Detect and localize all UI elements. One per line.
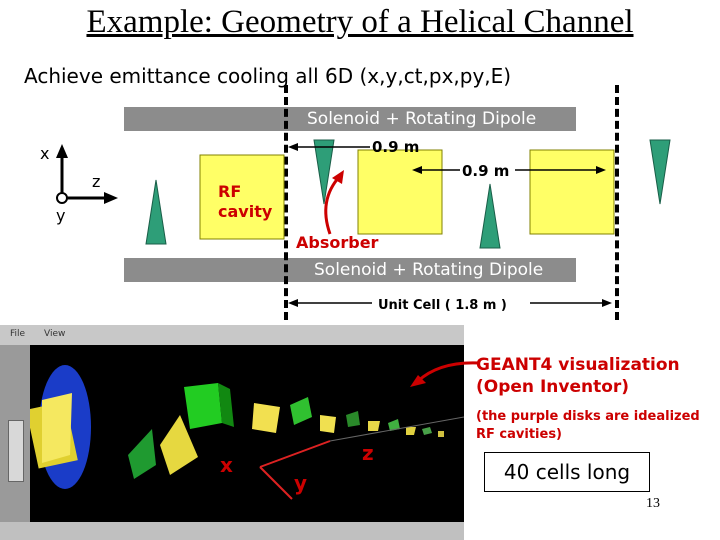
geant4-label: GEANT4 visualization (Open Inventor) xyxy=(476,355,680,397)
viewer-axis-z: z xyxy=(362,441,374,465)
viewer-zoom-slider[interactable] xyxy=(8,420,24,482)
solenoid-label-top: Solenoid + Rotating Dipole xyxy=(307,109,537,129)
axis-x-label: x xyxy=(40,144,50,163)
viewer-statusbar xyxy=(0,522,464,540)
absorber-triangle-1 xyxy=(145,179,167,245)
absorber-pointer-arrow xyxy=(324,174,342,235)
purple-disk-note: (the purple disks are idealized RF cavit… xyxy=(476,409,700,442)
absorber-triangle-2 xyxy=(313,139,335,205)
channel-diagram xyxy=(56,139,671,307)
menu-file[interactable]: File xyxy=(10,329,26,339)
dimension-right: 0.9 m xyxy=(462,162,510,180)
helical-channel-render xyxy=(30,365,464,500)
magnet-square-2 xyxy=(529,149,615,235)
rf-cavity-square xyxy=(199,154,285,240)
dimension-left: 0.9 m xyxy=(372,138,420,156)
unit-cell-label: Unit Cell ( 1.8 m ) xyxy=(378,298,507,313)
page-number: 13 xyxy=(646,496,660,511)
solenoid-bar-top: Solenoid + Rotating Dipole xyxy=(124,107,576,131)
geant-pointer-arrow xyxy=(410,361,481,387)
viewer-menubar: File View xyxy=(0,325,464,345)
cell-boundary-right xyxy=(615,85,619,320)
cells-long-box: 40 cells long xyxy=(484,452,650,492)
absorber-triangle-4 xyxy=(649,139,671,205)
axis-y-label: y xyxy=(56,206,66,225)
magnet-square-1 xyxy=(357,149,443,235)
subtitle: Achieve emittance cooling all 6D (x,y,ct… xyxy=(24,64,512,88)
solenoid-bar-bottom: Solenoid + Rotating Dipole xyxy=(124,258,576,282)
viewer-3d-canvas: x y z xyxy=(30,345,464,522)
absorber-triangle-3 xyxy=(479,183,501,249)
axis-z-label: z xyxy=(92,172,101,191)
axes-icon xyxy=(56,144,118,204)
geant4-viewer-window: File View x y z xyxy=(0,325,464,540)
absorber-label: Absorber xyxy=(296,233,379,252)
rf-cavity-label: RF cavity xyxy=(218,182,273,221)
footer-date: October 19th 2000 xyxy=(62,496,167,511)
viewer-axis-x: x xyxy=(220,453,233,477)
menu-view[interactable]: View xyxy=(44,329,66,339)
cell-boundary-left xyxy=(284,85,288,320)
solenoid-label-bottom: Solenoid + Rotating Dipole xyxy=(314,260,544,280)
slide-title: Example: Geometry of a Helical Channel xyxy=(86,4,634,40)
footer-author: V. Daniel Elvira xyxy=(312,496,403,511)
viewer-axis-y: y xyxy=(294,471,308,495)
